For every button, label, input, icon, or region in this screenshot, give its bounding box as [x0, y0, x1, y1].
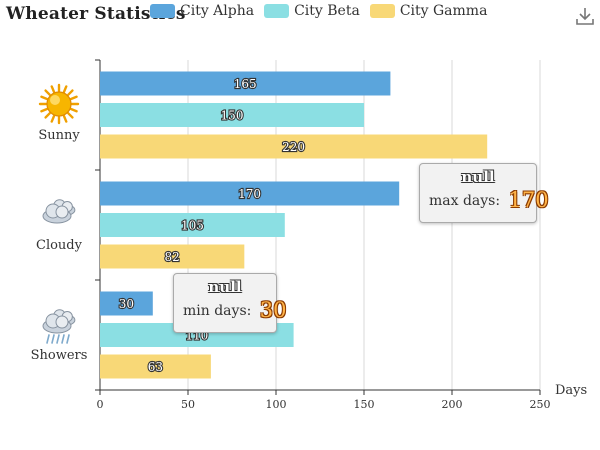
- tooltip-label: max days:: [429, 193, 500, 209]
- x-tick-label: 250: [530, 398, 551, 411]
- tooltip-label: min days:: [183, 303, 251, 319]
- bar-value-label: 170: [238, 187, 261, 201]
- y-category-label: Sunny: [38, 128, 80, 143]
- y-category-label: Cloudy: [36, 238, 83, 253]
- bar-value-label: 63: [148, 360, 163, 374]
- tooltip-value: 30: [260, 298, 287, 322]
- bar-value-label: 30: [119, 297, 134, 311]
- x-tick-label: 0: [97, 398, 104, 411]
- tooltip-title: null: [429, 168, 527, 186]
- sun-icon: [40, 85, 78, 123]
- bar-value-label: 220: [282, 140, 305, 154]
- tooltip-max: null max days: 170: [419, 163, 537, 223]
- x-axis-name: Days: [555, 383, 587, 398]
- bar-value-label: 150: [221, 109, 244, 123]
- x-tick-label: 200: [442, 398, 463, 411]
- tooltip-min: null min days: 30: [173, 273, 277, 333]
- tooltip-row: max days: 170: [429, 188, 527, 212]
- tooltip-value: 170: [509, 188, 549, 212]
- x-tick-label: 150: [354, 398, 375, 411]
- bar-value-label: 105: [181, 219, 204, 233]
- showers-icon: [43, 310, 75, 343]
- x-tick-label: 100: [266, 398, 287, 411]
- cloud-icon: [43, 200, 75, 223]
- tooltip-row: min days: 30: [183, 298, 267, 322]
- bar-value-label: 82: [165, 250, 180, 264]
- tooltip-title: null: [183, 278, 267, 296]
- x-tick-label: 50: [181, 398, 195, 411]
- bar-value-label: 165: [234, 77, 257, 91]
- y-category-label: Showers: [31, 348, 88, 363]
